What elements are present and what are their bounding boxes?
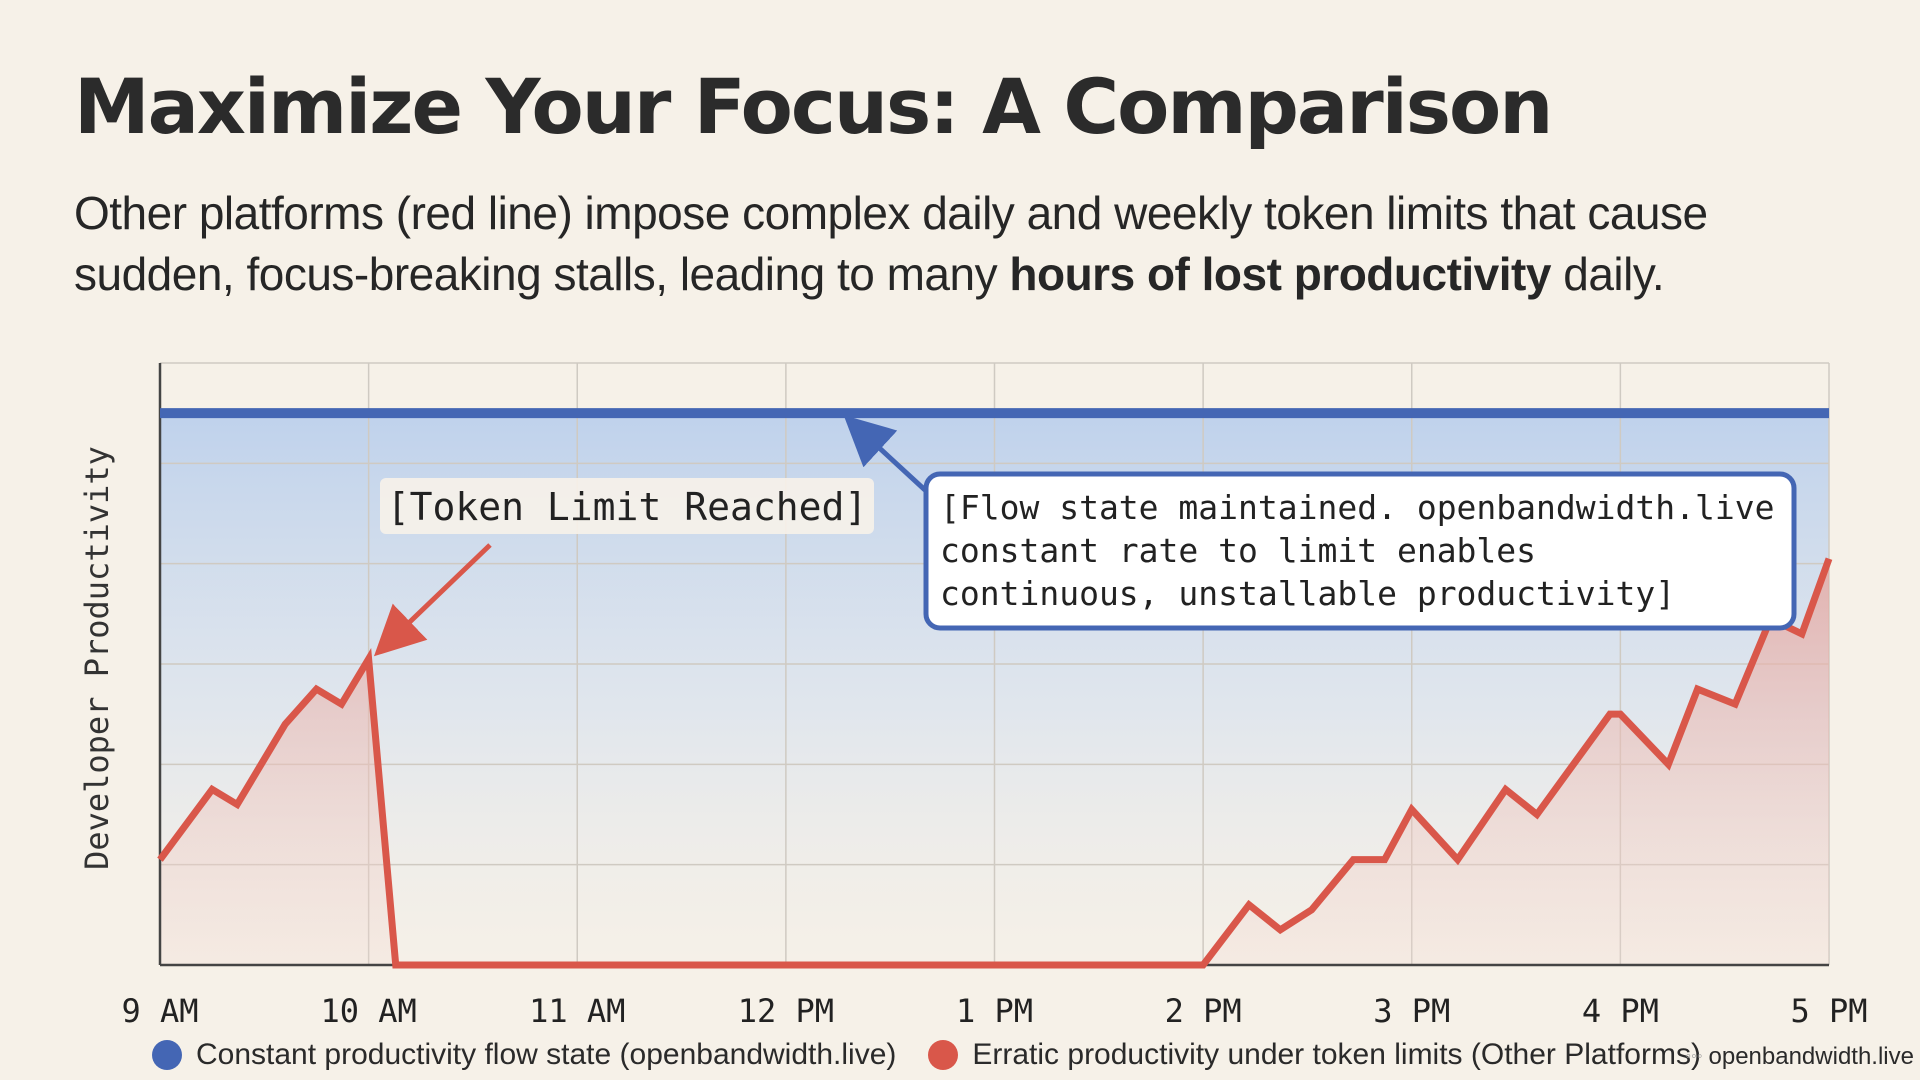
x-tick-label: 11 AM bbox=[529, 992, 625, 1030]
page-title: Maximize Your Focus: A Comparison bbox=[74, 62, 1553, 151]
x-tick-label: 2 PM bbox=[1165, 992, 1242, 1030]
x-tick-label: 5 PM bbox=[1790, 992, 1867, 1030]
arrow-flow-state bbox=[843, 415, 927, 492]
x-tick-labels: 9 AM 10 AM 11 AM 12 PM 1 PM 2 PM 3 PM 4 PM 5 PM bbox=[121, 992, 1867, 1030]
svg-text:[Flow state maintained. openba: [Flow state maintained. openbandwidth.li… bbox=[940, 488, 1774, 613]
x-tick-label: 9 AM bbox=[121, 992, 198, 1030]
annotation-line: continuous, unstallable productivity] bbox=[940, 574, 1675, 613]
red-area bbox=[160, 558, 1829, 965]
signal-icon: ◦◦◦ bbox=[1685, 1048, 1703, 1065]
brand-label: openbandwidth.live bbox=[1708, 1043, 1915, 1070]
brand-watermark: ◦◦◦ openbandwidth.live bbox=[1685, 1043, 1914, 1071]
arrow-token-limit bbox=[373, 543, 492, 657]
x-tick-label: 1 PM bbox=[956, 992, 1033, 1030]
series-line-erratic bbox=[157, 557, 1833, 969]
x-tick-label: 12 PM bbox=[738, 992, 834, 1030]
annotation-line: constant rate to limit enables bbox=[940, 531, 1536, 570]
legend-swatch-blue bbox=[152, 1040, 182, 1070]
legend-label-flow: Constant productivity flow state (openba… bbox=[196, 1038, 897, 1071]
x-tick-label: 3 PM bbox=[1373, 992, 1450, 1030]
legend: Constant productivity flow state (openba… bbox=[152, 1038, 1733, 1072]
y-axis-label: Developer Productivity bbox=[78, 446, 116, 870]
legend-swatch-red bbox=[928, 1040, 959, 1070]
legend-item-erratic: Erratic productivity under token limits … bbox=[928, 1038, 1701, 1072]
svg-text:[Token Limit Reached]: [Token Limit Reached] bbox=[387, 485, 867, 529]
page-subtitle: Other platforms (red line) impose comple… bbox=[74, 187, 1708, 300]
annotation-line: [Flow state maintained. openbandwidth.li… bbox=[940, 488, 1774, 527]
annotation-flow-state: [Flow state maintained. openbandwidth.li… bbox=[843, 415, 1797, 631]
legend-item-flow: Constant productivity flow state (openba… bbox=[152, 1038, 896, 1072]
x-tick-label: 10 AM bbox=[320, 992, 416, 1030]
annotation-token-limit: [Token Limit Reached] bbox=[373, 478, 874, 657]
legend-label-erratic: Erratic productivity under token limits … bbox=[972, 1038, 1701, 1071]
x-tick-label: 4 PM bbox=[1582, 992, 1659, 1030]
